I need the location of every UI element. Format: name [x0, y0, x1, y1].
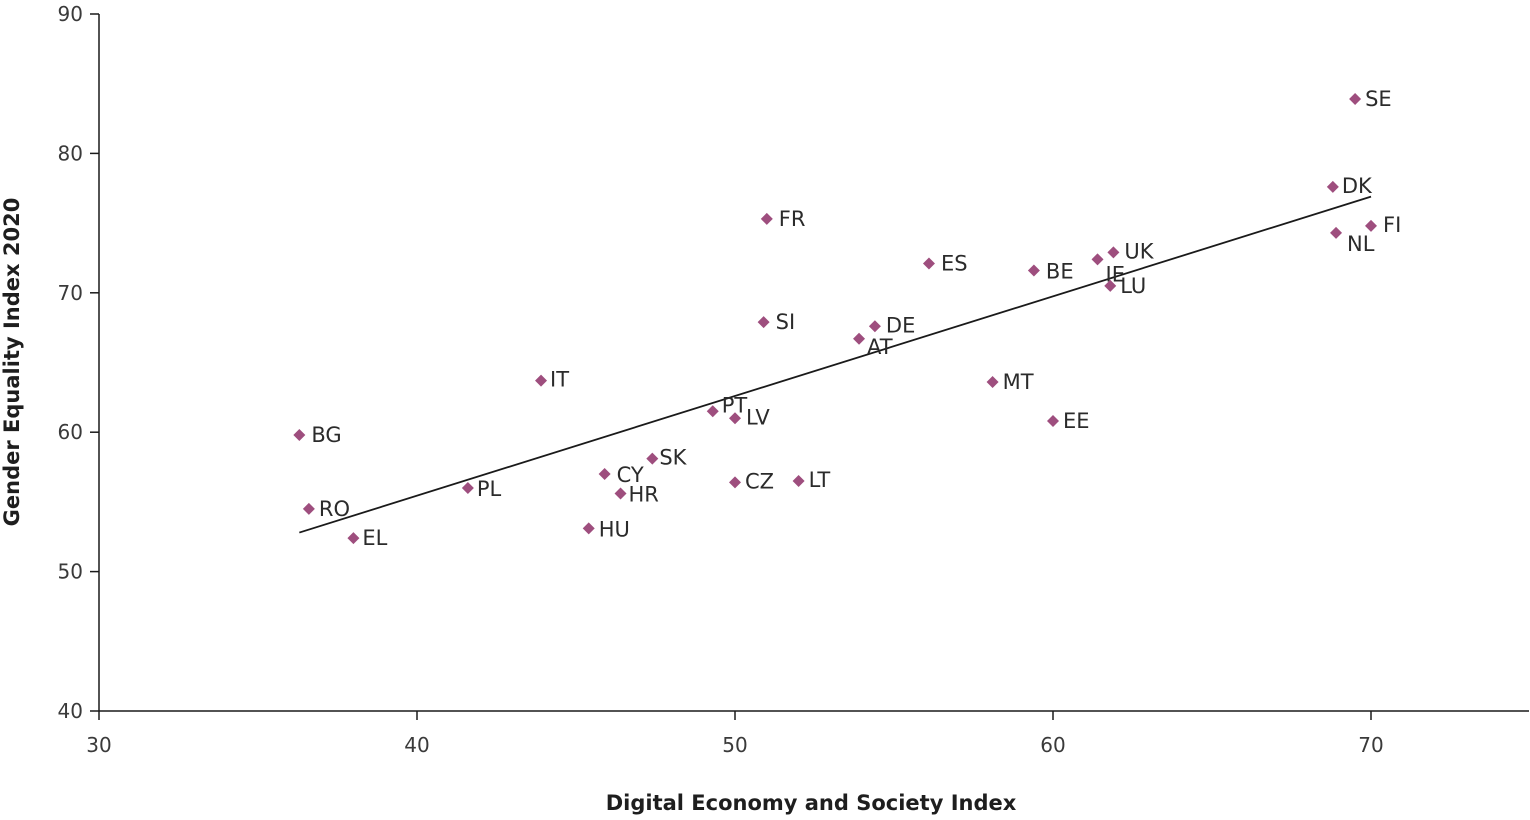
data-point-dk	[1326, 180, 1339, 193]
data-point-ro	[302, 502, 315, 515]
y-tick-label: 70	[58, 281, 83, 305]
x-axis: 30 40 50 60 70	[86, 710, 1529, 757]
point-label-bg: BG	[311, 423, 341, 447]
data-point-pl	[461, 481, 474, 494]
point-label-sk: SK	[659, 446, 687, 470]
point-label-lu: LU	[1120, 274, 1146, 298]
trend-line	[299, 195, 1372, 534]
data-point-pt	[706, 405, 719, 418]
data-point-hu	[582, 522, 595, 535]
point-label-ro: RO	[319, 497, 350, 521]
data-point-cy	[598, 468, 611, 481]
data-point-it	[535, 374, 548, 387]
data-point-bg	[293, 428, 306, 441]
x-tick-label: 40	[404, 733, 429, 757]
point-label-si: SI	[776, 310, 796, 334]
point-label-it: IT	[550, 368, 569, 392]
point-label-hr: HR	[629, 483, 659, 507]
data-point-sk	[646, 452, 659, 465]
data-point-lu	[1104, 279, 1117, 292]
data-point-fr	[760, 212, 773, 225]
point-label-fi: FI	[1383, 213, 1401, 237]
data-point-ee	[1047, 415, 1059, 428]
point-label-at: AT	[867, 335, 893, 359]
data-point-ie	[1091, 253, 1104, 266]
y-tick-label: 90	[58, 2, 83, 26]
y-tick-label: 40	[58, 699, 83, 723]
data-point-el	[347, 532, 360, 545]
data-point-fi	[1365, 219, 1377, 232]
data-point-hr	[614, 487, 627, 500]
data-point-uk	[1107, 246, 1120, 259]
point-label-el: EL	[362, 526, 387, 550]
point-label-pl: PL	[477, 477, 502, 501]
point-label-uk: UK	[1124, 239, 1154, 263]
x-tick-label: 70	[1358, 733, 1383, 757]
point-label-es: ES	[941, 252, 968, 276]
x-tick-label: 50	[722, 733, 747, 757]
data-point-be	[1027, 264, 1040, 277]
data-point-mt	[986, 376, 999, 389]
data-point-cz	[729, 476, 741, 489]
data-point-at	[853, 332, 866, 345]
point-label-lt: LT	[809, 468, 831, 492]
point-label-mt: MT	[1003, 370, 1034, 394]
point-label-cy: CY	[617, 463, 644, 487]
point-label-hu: HU	[599, 517, 630, 541]
point-label-dk: DK	[1342, 174, 1373, 198]
point-label-be: BE	[1046, 259, 1074, 283]
point-label-nl: NL	[1347, 232, 1375, 256]
x-axis-title: Digital Economy and Society Index	[606, 791, 1017, 815]
y-tick-label: 80	[58, 141, 83, 165]
data-point-lt	[792, 474, 805, 487]
y-axis-title: Gender Equality Index 2020	[0, 198, 24, 527]
point-label-se: SE	[1365, 87, 1392, 111]
y-tick-label: 50	[58, 560, 83, 584]
data-point-nl	[1330, 226, 1343, 239]
point-label-fr: FR	[779, 207, 806, 231]
y-axis: 40 50 60 70 80 90	[58, 2, 100, 723]
data-point-es	[922, 257, 935, 270]
data-point-se	[1349, 93, 1362, 106]
data-point-lv	[729, 412, 741, 425]
point-label-de: DE	[886, 313, 915, 337]
point-label-lv: LV	[746, 405, 770, 429]
y-tick-label: 60	[58, 420, 83, 444]
point-label-ee: EE	[1063, 409, 1090, 433]
data-point-de	[868, 320, 881, 333]
x-tick-label: 60	[1040, 733, 1065, 757]
x-tick-label: 30	[86, 733, 111, 757]
data-point-si	[757, 316, 770, 329]
point-label-cz: CZ	[745, 469, 774, 493]
